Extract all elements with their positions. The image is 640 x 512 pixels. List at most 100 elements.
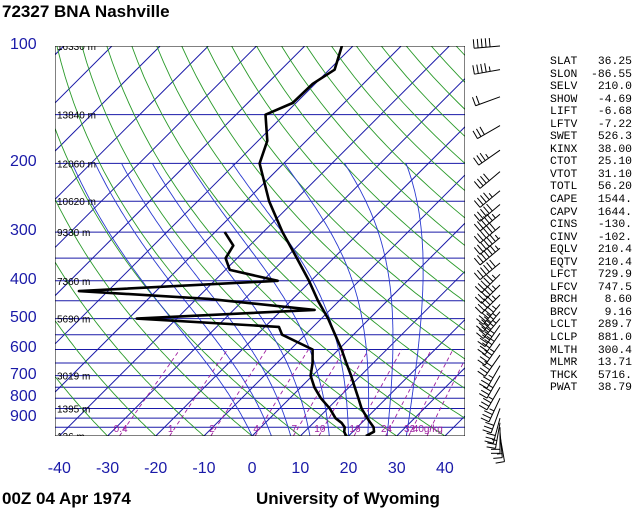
index-name: LFCT — [550, 269, 578, 282]
dewpoint-trace — [77, 231, 348, 436]
wind-barb — [473, 149, 501, 166]
index-name: MLMR — [550, 357, 578, 370]
index-name: LFTV — [550, 118, 578, 131]
height-label: 16330 m — [57, 46, 96, 53]
height-label: 13840 m — [57, 111, 96, 122]
index-value: 13.71 — [597, 357, 632, 370]
wind-barb — [473, 222, 501, 244]
dry-adiabat — [181, 46, 465, 360]
moist-adiabat — [121, 163, 292, 436]
mixing-ratio-line — [254, 349, 309, 436]
index-name: LCLT — [550, 319, 578, 332]
wind-barb — [491, 427, 501, 454]
stability-indices-table: SLAT 36.25 SLON -86.55 SELV 210.0 SHOW -4.69 LIF… — [550, 56, 632, 395]
height-label: 9330 m — [57, 228, 90, 239]
index-value: 9.16 — [604, 306, 632, 319]
mixing-ratio-line — [408, 349, 454, 436]
temperature-tick-label: 30 — [387, 460, 406, 477]
index-name: LIFT — [550, 106, 578, 119]
index-row: LFTV -7.22 — [550, 119, 632, 132]
index-name: CAPE — [550, 194, 578, 207]
wind-barb — [473, 203, 501, 222]
dry-adiabat — [56, 46, 349, 436]
index-name: LCLP — [550, 332, 578, 345]
index-value: 36.25 — [597, 56, 632, 68]
index-value: -86.55 — [590, 68, 632, 81]
index-row: CINV -102. — [550, 232, 632, 245]
height-label: 7360 m — [57, 277, 90, 288]
temperature-tick-label: 40 — [436, 460, 454, 477]
wind-barb — [472, 38, 501, 49]
index-value: 300.4 — [597, 344, 632, 357]
index-name: EQTV — [550, 256, 578, 269]
index-row: THCK 5716. — [550, 370, 632, 383]
mixing-ratio-line — [353, 349, 403, 436]
moist-adiabat — [405, 163, 424, 436]
temperature-tick-label: 10 — [291, 460, 310, 477]
mixing-ratio-line — [385, 349, 432, 436]
height-label: 5690 m — [57, 315, 90, 326]
index-name: KINX — [550, 143, 578, 156]
wind-barbs — [472, 38, 506, 464]
wind-barb — [477, 332, 501, 355]
index-name: SLAT — [550, 56, 578, 68]
isotherm-line — [58, 46, 450, 436]
chart-title: 72327 BNA Nashville — [2, 2, 170, 21]
height-label: 12060 m — [57, 159, 96, 170]
index-name: CTOT — [550, 156, 578, 169]
index-value: 1544. — [597, 194, 632, 207]
dry-adiabat — [380, 46, 465, 138]
temperature-tick-label: -30 — [95, 460, 120, 477]
index-row: BRCH 8.60 — [550, 294, 632, 307]
isotherm-line — [55, 46, 257, 249]
mixing-ratio-label: 40g/kg — [413, 424, 443, 435]
index-name: EQLV — [550, 244, 578, 257]
wind-barb — [477, 354, 501, 377]
skewt-plot: 16330 m 13840 m 12060 m 10620 m 9330 m 7360 m… — [55, 46, 465, 436]
pressure-label: 900 — [10, 408, 37, 426]
isotherm-line — [396, 367, 465, 436]
index-value: 38.00 — [597, 143, 632, 156]
index-value: -4.69 — [597, 93, 632, 106]
dry-adiabat — [306, 46, 465, 219]
height-label: 126 m — [57, 432, 85, 436]
source-credit: University of Wyoming — [256, 489, 440, 508]
wind-barb — [495, 435, 506, 464]
wind-barb — [473, 259, 501, 281]
dry-adiabat — [106, 46, 446, 436]
index-name: BRCH — [550, 294, 578, 307]
moist-adiabat — [94, 163, 272, 436]
index-row: SLON -86.55 — [550, 69, 632, 82]
wind-barb — [473, 234, 501, 255]
temperature-tick-label: -10 — [192, 460, 216, 477]
dry-adiabat — [206, 46, 465, 331]
index-value: -102. — [597, 231, 632, 244]
index-row: LFCV 747.5 — [550, 282, 632, 295]
wind-barb — [472, 125, 501, 140]
mixing-ratio-label: 32 — [404, 424, 416, 435]
index-name: CINV — [550, 231, 578, 244]
moist-adiabat — [152, 163, 311, 436]
index-value: -6.68 — [597, 106, 632, 119]
dry-adiabat — [55, 126, 301, 436]
index-name: CAPV — [550, 206, 578, 219]
index-value: 25.10 — [597, 156, 632, 169]
index-value: 289.7 — [597, 319, 632, 332]
mixing-ratio-line — [292, 349, 345, 436]
wind-barb — [474, 284, 501, 304]
index-row: SHOW -4.69 — [550, 94, 632, 107]
wind-barb — [482, 408, 501, 434]
wind-barb — [474, 273, 501, 294]
index-value: 210.4 — [597, 256, 632, 269]
mixing-ratio-line — [210, 349, 267, 436]
index-row: CTOT 25.10 — [550, 156, 632, 169]
index-value: 881.0 — [597, 332, 632, 345]
index-row: MLMR 13.71 — [550, 357, 632, 370]
isotherm-line — [107, 77, 465, 436]
index-name: SELV — [550, 81, 578, 94]
wind-barb — [476, 304, 501, 325]
isotherm-line — [55, 46, 161, 152]
index-row: LIFT -6.68 — [550, 106, 632, 119]
wind-barb — [480, 397, 501, 423]
mixing-ratio-label: 7 — [292, 424, 298, 435]
